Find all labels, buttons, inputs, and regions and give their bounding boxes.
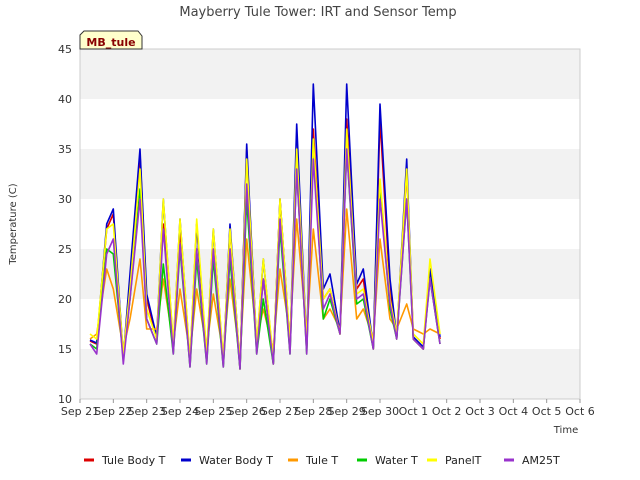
legend-label: AM25T <box>522 454 560 467</box>
y-axis-ticks: 10 15 20 25 30 35 40 45 <box>58 43 72 406</box>
y-tick-label: 45 <box>58 43 72 56</box>
x-tick-label: Oct 4 <box>499 405 529 418</box>
grid-band <box>80 99 580 149</box>
legend: Tule Body T Water Body T Tule T Water T Pane… <box>84 454 560 467</box>
x-tick-label: Sep 21 <box>61 405 99 418</box>
x-tick-label: Sep 30 <box>361 405 399 418</box>
y-tick-label: 15 <box>58 343 72 356</box>
legend-label: Water T <box>375 454 418 467</box>
x-tick-label: Sep 26 <box>228 405 266 418</box>
legend-label: Tule Body T <box>101 454 166 467</box>
x-tick-label: Sep 29 <box>328 405 366 418</box>
y-tick-label: 35 <box>58 143 72 156</box>
x-tick-label: Sep 23 <box>128 405 166 418</box>
y-tick-label: 20 <box>58 293 72 306</box>
legend-label: Tule T <box>305 454 338 467</box>
plot-area <box>79 48 581 400</box>
y-tick-label: 10 <box>58 393 72 406</box>
legend-label: PanelT <box>445 454 482 467</box>
y-tick-label: 30 <box>58 193 72 206</box>
grid-band <box>80 199 580 249</box>
grid-band <box>80 299 580 349</box>
x-tick-label: Sep 24 <box>161 405 199 418</box>
series-lines <box>89 83 441 370</box>
y-axis-label: Temperature (C) <box>8 183 19 265</box>
series-line <box>89 208 441 360</box>
x-tick-label: Oct 2 <box>432 405 462 418</box>
x-axis-label: Time <box>553 425 578 436</box>
chart-title: Mayberry Tule Tower: IRT and Sensor Temp <box>179 5 456 20</box>
x-tick-label: Oct 1 <box>399 405 429 418</box>
grid-bands <box>80 49 580 399</box>
x-tick-label: Sep 27 <box>261 405 299 418</box>
grid-band <box>80 49 580 99</box>
y-tick-label: 40 <box>58 93 72 106</box>
annotation-badge: MB_tule <box>79 30 143 50</box>
x-tick-label: Oct 3 <box>465 405 495 418</box>
annotation-label: MB_tule <box>86 36 135 49</box>
grid-band <box>80 149 580 199</box>
x-tick-label: Oct 6 <box>565 405 595 418</box>
x-tick-label: Oct 5 <box>532 405 562 418</box>
x-tick-label: Sep 22 <box>94 405 132 418</box>
x-tick-label: Sep 25 <box>194 405 232 418</box>
grid-band <box>80 349 580 399</box>
series-line <box>89 148 441 370</box>
legend-label: Water Body T <box>199 454 273 467</box>
y-tick-label: 25 <box>58 243 72 256</box>
x-tick-label: Sep 28 <box>294 405 332 418</box>
